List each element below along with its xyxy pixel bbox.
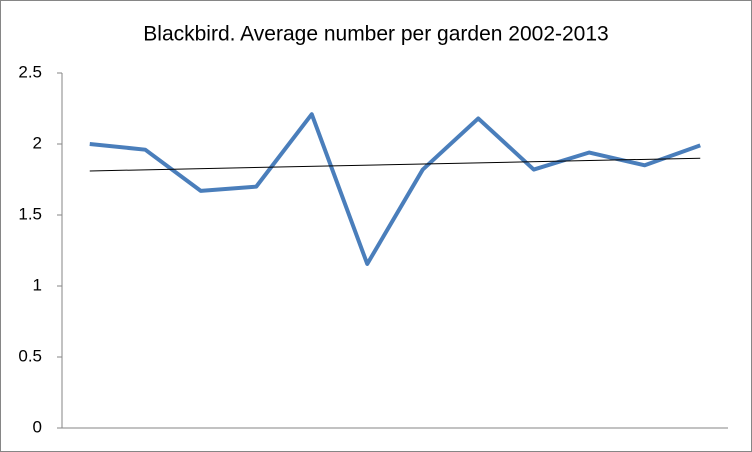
data-line xyxy=(89,112,701,266)
y-tick-label: 0.5 xyxy=(18,346,42,365)
trend-line xyxy=(89,157,701,172)
chart-title: Blackbird. Average number per garden 200… xyxy=(143,23,608,46)
y-tick-label: 2 xyxy=(33,133,42,152)
y-tick-label: 0 xyxy=(33,417,42,436)
y-tick-label: 2.5 xyxy=(18,62,42,81)
y-tick-label: 1 xyxy=(33,275,42,294)
y-tick-label: 1.5 xyxy=(18,204,42,223)
